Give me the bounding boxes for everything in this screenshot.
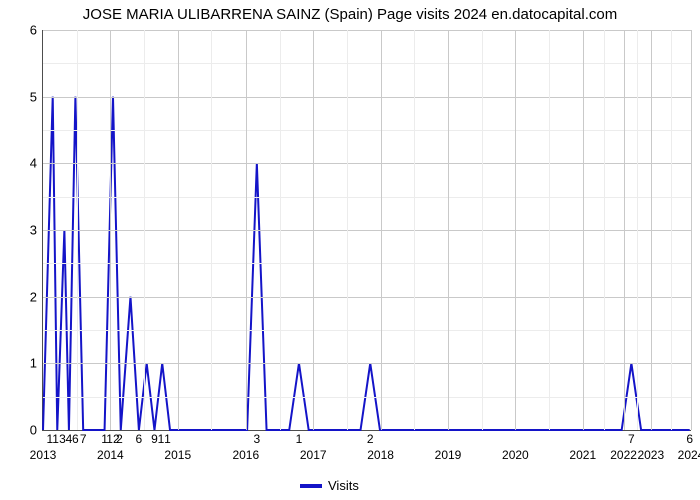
gridline-y-minor	[43, 397, 691, 398]
x-tick-label: 2020	[502, 430, 529, 462]
gridline-y	[43, 297, 691, 298]
gridline-y	[43, 230, 691, 231]
gridline-x	[624, 30, 625, 430]
x-secondary-label: 6	[72, 430, 79, 446]
gridline-x	[381, 30, 382, 430]
y-tick-label: 1	[30, 356, 43, 371]
gridline-x	[691, 30, 692, 430]
legend-label: Visits	[328, 478, 359, 493]
x-tick-label: 2019	[435, 430, 462, 462]
gridline-y	[43, 363, 691, 364]
x-secondary-label: 6	[686, 430, 693, 446]
x-secondary-label: 6	[136, 430, 143, 446]
gridline-x-minor	[637, 30, 638, 430]
gridline-x	[583, 30, 584, 430]
x-tick-label: 2017	[300, 430, 327, 462]
gridline-x-minor	[144, 30, 145, 430]
gridline-y-minor	[43, 330, 691, 331]
gridline-x-minor	[347, 30, 348, 430]
gridline-x-minor	[77, 30, 78, 430]
gridline-x-minor	[604, 30, 605, 430]
x-secondary-label: 1	[296, 430, 303, 446]
plot-area: 0123456201320142015201620172018201920202…	[42, 30, 691, 431]
x-secondary-label: 3	[253, 430, 260, 446]
x-secondary-label: 2	[116, 430, 123, 446]
gridline-x-minor	[280, 30, 281, 430]
gridline-y	[43, 163, 691, 164]
y-tick-label: 5	[30, 89, 43, 104]
gridline-x	[448, 30, 449, 430]
chart-container: { "chart": { "type": "line", "title": "J…	[0, 0, 700, 500]
gridline-x	[313, 30, 314, 430]
x-tick-label: 2021	[569, 430, 596, 462]
legend: Visits	[300, 478, 359, 493]
y-tick-label: 2	[30, 289, 43, 304]
gridline-y-minor	[43, 130, 691, 131]
gridline-x-minor	[414, 30, 415, 430]
legend-swatch	[300, 484, 322, 488]
gridline-y	[43, 30, 691, 31]
y-tick-label: 6	[30, 23, 43, 38]
x-secondary-label: 11	[46, 430, 58, 446]
gridline-x-minor	[671, 30, 672, 430]
gridline-y-minor	[43, 63, 691, 64]
gridline-x-minor	[482, 30, 483, 430]
x-secondary-label: 7	[628, 430, 635, 446]
x-secondary-label: 1	[164, 430, 171, 446]
gridline-x-minor	[549, 30, 550, 430]
gridline-x	[651, 30, 652, 430]
gridline-x-minor	[211, 30, 212, 430]
gridline-x	[178, 30, 179, 430]
x-tick-label: 2023	[637, 430, 664, 462]
chart-title: JOSE MARIA ULIBARRENA SAINZ (Spain) Page…	[0, 6, 700, 23]
x-secondary-label: 7	[80, 430, 87, 446]
gridline-y-minor	[43, 197, 691, 198]
gridline-x	[515, 30, 516, 430]
gridline-y	[43, 97, 691, 98]
gridline-y-minor	[43, 263, 691, 264]
x-secondary-label: 2	[367, 430, 374, 446]
y-tick-label: 4	[30, 156, 43, 171]
y-tick-label: 3	[30, 223, 43, 238]
gridline-x	[246, 30, 247, 430]
gridline-x	[110, 30, 111, 430]
